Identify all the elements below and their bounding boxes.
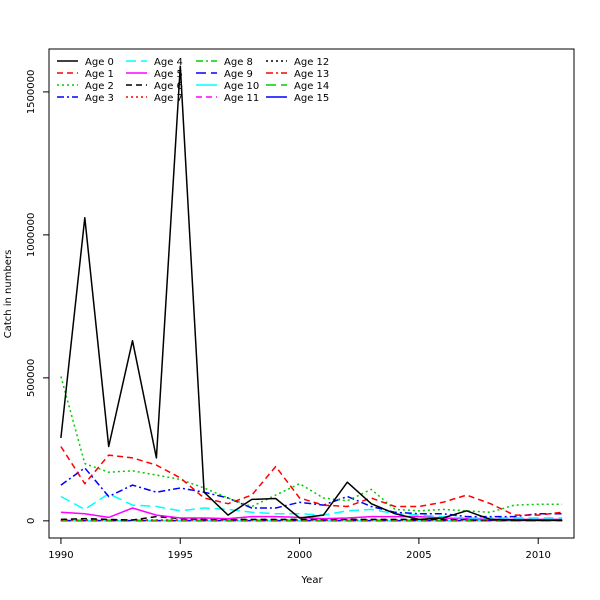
legend-label: Age 9	[224, 69, 253, 80]
x-axis: 1990 1995 2000 2005 2010	[48, 537, 551, 561]
legend-label: Age 15	[294, 93, 329, 104]
legend-label: Age 3	[85, 93, 114, 104]
legend-label: Age 2	[85, 81, 114, 92]
x-tick-label: 1995	[168, 550, 193, 561]
legend-label: Age 0	[85, 57, 114, 68]
legend-label: Age 4	[154, 57, 183, 68]
series-line-age-6	[60, 515, 563, 521]
y-axis: 0 500000 1000000 1500000	[26, 70, 50, 524]
legend-label: Age 12	[294, 57, 329, 68]
x-tick-label: 2000	[287, 550, 312, 561]
legend-label: Age 5	[154, 69, 183, 80]
series-line-age-4	[60, 492, 563, 519]
x-axis-title: Year	[300, 575, 323, 586]
x-tick-label: 1990	[48, 550, 73, 561]
legend-label: Age 13	[294, 69, 329, 80]
series-line-age-1	[60, 446, 563, 516]
series-line-age-5	[60, 507, 563, 521]
y-axis-title: Catch in numbers	[3, 250, 14, 339]
legend-label: Age 7	[154, 93, 183, 104]
y-tick-label: 1500000	[26, 70, 37, 115]
series-line-age-0	[60, 65, 563, 522]
x-tick-label: 2010	[525, 550, 550, 561]
series-line-age-3	[60, 467, 563, 518]
legend-label: Age 8	[224, 57, 253, 68]
legend-label: Age 11	[224, 93, 259, 104]
series-layer	[60, 65, 563, 522]
y-tick-label: 0	[26, 518, 37, 524]
x-tick-label: 2005	[406, 550, 431, 561]
series-line-age-2	[60, 376, 563, 514]
legend-label: Age 10	[224, 81, 259, 92]
legend-label: Age 6	[154, 81, 183, 92]
y-tick-label: 500000	[26, 359, 37, 397]
legend-label: Age 1	[85, 69, 114, 80]
y-tick-label: 1000000	[26, 213, 37, 258]
legend-label: Age 14	[294, 81, 329, 92]
